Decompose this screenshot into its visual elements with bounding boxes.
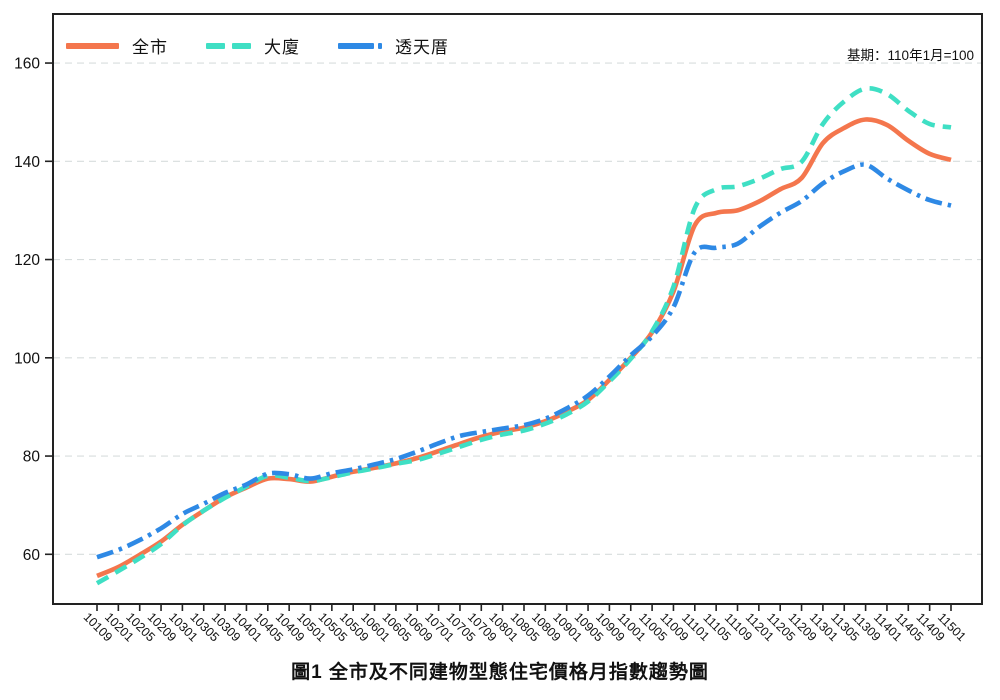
y-tick-label-60: 60 bbox=[23, 547, 41, 564]
legend-swatch-citywide-solid-line bbox=[66, 42, 119, 49]
legend-item-citywide: 全市 bbox=[66, 33, 168, 58]
figure-title: 圖1 全市及不同建物型態住宅價格月指數趨勢圖 bbox=[291, 662, 709, 683]
legend-item-apartment: 大廈 bbox=[206, 33, 300, 58]
plot-border bbox=[52, 13, 983, 605]
y-tick-label-80: 80 bbox=[23, 449, 41, 466]
series-line-townhouse bbox=[96, 162, 952, 560]
legend-label-citywide: 全市 bbox=[132, 38, 168, 57]
series-line-citywide bbox=[96, 117, 952, 579]
series-line-apartment bbox=[95, 86, 952, 586]
y-tick-label-160: 160 bbox=[14, 56, 40, 73]
y-tick-label-100: 100 bbox=[14, 350, 40, 367]
legend-label-apartment: 大廈 bbox=[264, 38, 300, 57]
y-tick-label-120: 120 bbox=[14, 252, 40, 269]
base-period-note: 基期：110年1月=100 bbox=[847, 48, 974, 63]
legend-swatch-apartment-dashed-line bbox=[206, 42, 251, 49]
legend-label-townhouse: 透天厝 bbox=[395, 38, 449, 57]
legend-swatch-townhouse-dashdot-line bbox=[338, 42, 382, 49]
legend-item-townhouse: 透天厝 bbox=[338, 33, 449, 58]
legend: 全市 大廈 透天厝 bbox=[66, 33, 487, 58]
y-tick-label-140: 140 bbox=[14, 154, 40, 171]
